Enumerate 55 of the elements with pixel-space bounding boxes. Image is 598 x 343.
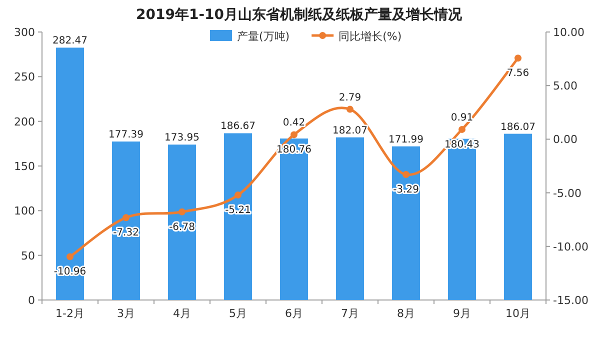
y-tick-label: 50	[21, 249, 35, 262]
data-label: 171.99	[388, 134, 424, 146]
point	[234, 192, 242, 199]
legend-label: 产量(万吨)	[237, 30, 290, 43]
data-label: 186.67	[220, 121, 256, 132]
y-tick-label: 250	[14, 70, 35, 84]
data-label: 173.95	[164, 132, 200, 144]
point	[178, 208, 186, 216]
x-tick-label: 4月	[173, 307, 191, 320]
bar	[336, 137, 364, 300]
data-label: 2.79	[338, 92, 362, 104]
x-tick-label: 8月	[397, 307, 415, 320]
y2-tick-label: -10.00	[553, 240, 588, 254]
y2-tick-label: -15.00	[553, 294, 588, 307]
x-tick-label: 6月	[285, 307, 303, 320]
x-tick-label: 5月	[229, 307, 247, 320]
x-tick-label: 9月	[453, 307, 471, 320]
bar	[392, 146, 420, 300]
point	[402, 170, 410, 178]
x-tick-label: 10月	[506, 307, 530, 320]
y-tick-label: 100	[14, 204, 35, 218]
point	[122, 214, 130, 222]
chart-title: 2019年1-10月山东省机制纸及纸板产量及增长情况	[136, 6, 463, 23]
y-tick-label: 150	[14, 160, 35, 173]
x-tick-label: 3月	[117, 307, 135, 320]
y2-tick-label: 0.00	[553, 133, 578, 146]
point	[290, 131, 298, 138]
y2-tick-label: 10.00	[553, 26, 584, 39]
point	[66, 253, 74, 260]
data-label: 177.39	[108, 130, 144, 141]
legend-label: 同比增长(%)	[338, 30, 402, 43]
data-label: -5.21	[225, 205, 251, 216]
data-label: 186.07	[500, 122, 536, 133]
data-label: 282.47	[52, 36, 88, 47]
bar	[56, 48, 84, 300]
x-tick-label: 1-2月	[56, 307, 84, 320]
y-tick-label: 300	[14, 26, 35, 39]
bar	[168, 144, 196, 300]
y2-tick-label: 5.00	[553, 80, 578, 93]
x-tick-label: 7月	[341, 307, 359, 320]
data-label: -3.29	[393, 184, 419, 196]
bar	[112, 142, 140, 300]
point	[514, 54, 522, 62]
y-tick-label: 200	[14, 115, 35, 128]
y-tick-label: 0	[28, 294, 35, 307]
data-label: -7.32	[113, 228, 139, 239]
bar	[504, 134, 532, 300]
data-label: 0.42	[282, 118, 306, 129]
point	[346, 106, 354, 113]
bar	[224, 133, 252, 300]
data-label: -6.78	[169, 222, 195, 233]
data-label: 7.56	[506, 68, 530, 80]
point	[458, 126, 466, 133]
data-label: 182.07	[332, 125, 368, 136]
y2-tick-label: -5.00	[553, 186, 582, 200]
